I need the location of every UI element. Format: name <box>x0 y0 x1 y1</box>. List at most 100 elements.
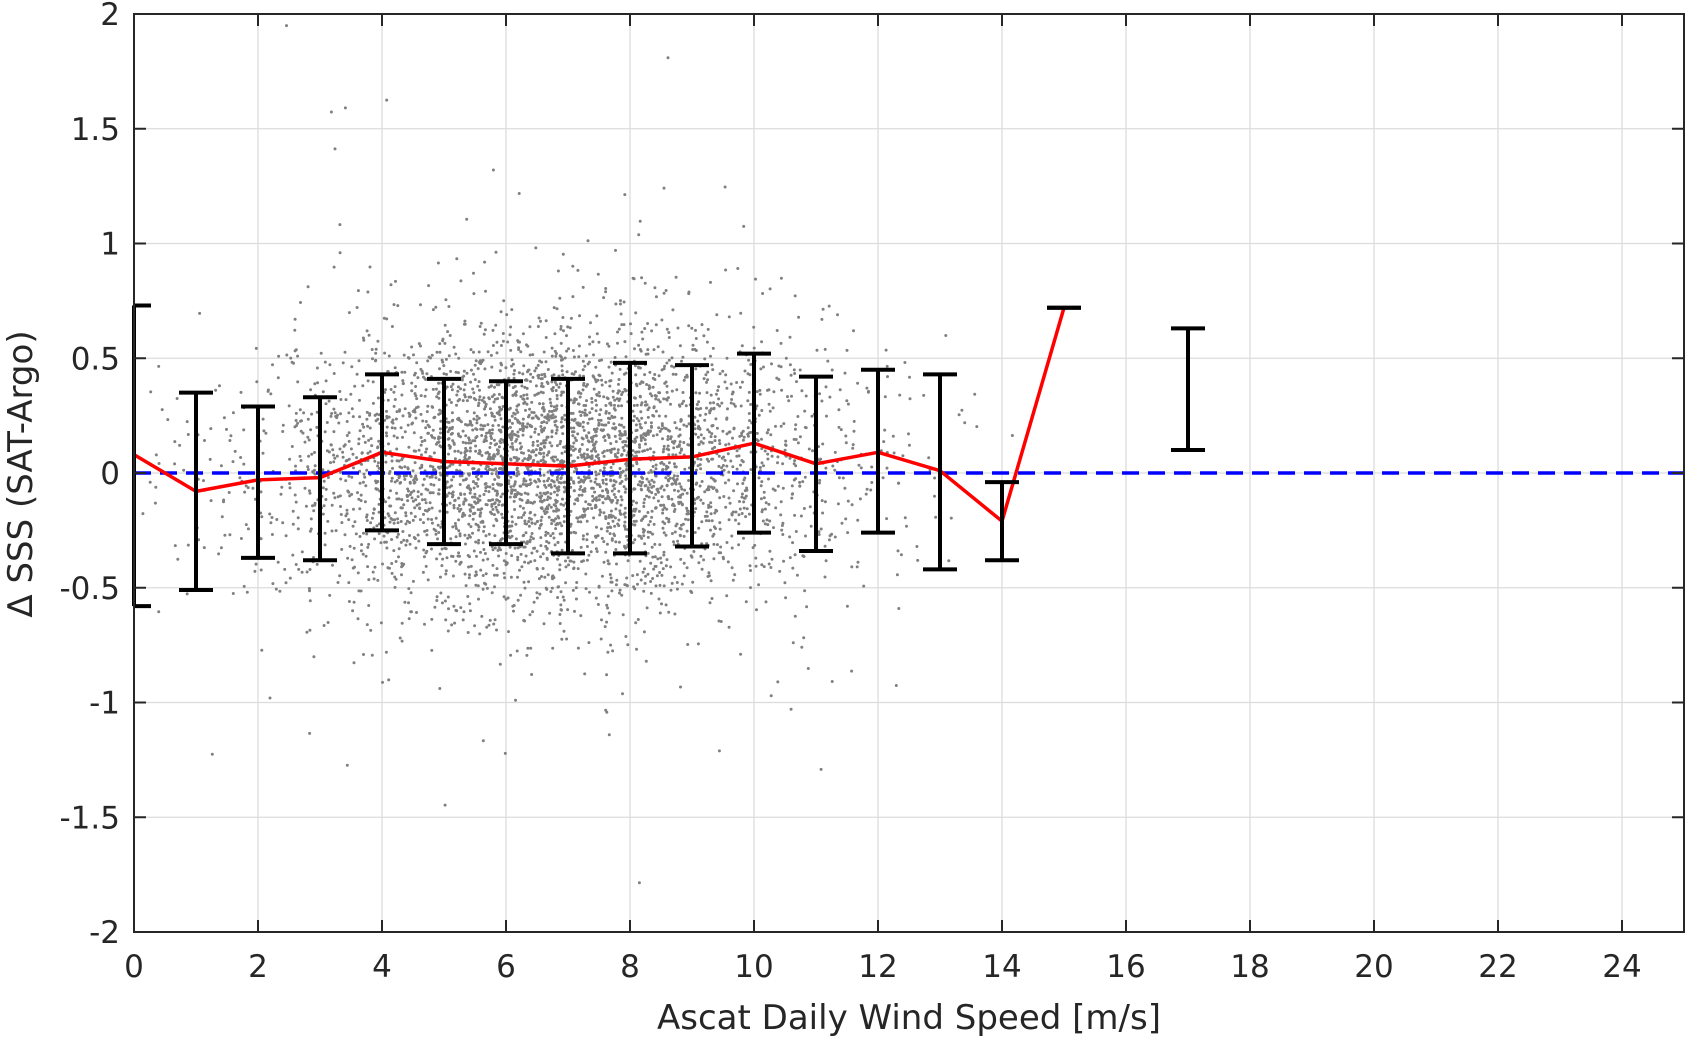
scatter-point <box>429 491 433 495</box>
scatter-point <box>766 457 770 461</box>
x-tick-label: 2 <box>248 949 268 985</box>
scatter-point <box>479 359 483 363</box>
scatter-point <box>675 426 678 430</box>
scatter-point <box>753 543 757 547</box>
scatter-point <box>552 536 556 540</box>
scatter-point <box>377 502 381 506</box>
scatter-point <box>536 460 540 464</box>
scatter-point <box>551 416 555 420</box>
scatter-point <box>245 590 249 594</box>
scatter-point <box>523 457 527 461</box>
scatter-point <box>419 492 423 496</box>
scatter-point <box>456 449 460 453</box>
scatter-point <box>338 494 342 498</box>
scatter-point <box>490 431 494 435</box>
scatter-point <box>654 397 658 401</box>
scatter-point <box>602 540 606 544</box>
scatter-point <box>608 573 612 576</box>
scatter-point <box>406 423 410 427</box>
scatter-point <box>585 545 589 548</box>
scatter-point <box>307 438 311 442</box>
scatter-point <box>607 434 611 438</box>
scatter-point <box>467 436 471 440</box>
scatter-point <box>645 403 649 407</box>
scatter-point <box>511 362 515 366</box>
scatter-point <box>674 453 678 457</box>
scatter-point <box>604 410 608 413</box>
scatter-point <box>718 372 722 376</box>
scatter-point <box>486 557 490 561</box>
scatter-point <box>637 343 641 347</box>
scatter-point <box>390 479 393 483</box>
scatter-point <box>579 392 583 395</box>
scatter-point <box>624 474 628 478</box>
scatter-point <box>716 402 720 406</box>
scatter-point <box>533 522 537 526</box>
scatter-point <box>616 341 619 345</box>
scatter-point <box>803 589 807 593</box>
scatter-point <box>461 511 465 515</box>
scatter-point <box>569 316 573 320</box>
scatter-point <box>509 575 513 579</box>
scatter-point <box>521 506 525 510</box>
scatter-point <box>403 600 407 604</box>
scatter-point <box>422 548 426 552</box>
scatter-point <box>409 474 412 478</box>
scatter-point <box>437 381 441 385</box>
scatter-point <box>538 592 542 596</box>
scatter-point <box>544 360 548 364</box>
scatter-point <box>545 556 549 560</box>
scatter-point <box>338 251 342 255</box>
scatter-point <box>590 417 594 421</box>
scatter-point <box>447 607 450 611</box>
scatter-point <box>885 517 889 521</box>
scatter-point <box>643 438 647 442</box>
scatter-point <box>393 511 397 515</box>
scatter-point <box>413 515 417 519</box>
scatter-point <box>343 443 347 447</box>
scatter-point <box>623 443 627 447</box>
scatter-point <box>520 384 524 388</box>
scatter-point <box>483 367 487 371</box>
scatter-point <box>471 531 474 535</box>
scatter-point <box>324 379 328 383</box>
scatter-point <box>154 453 158 457</box>
scatter-point <box>518 568 521 572</box>
scatter-point <box>589 479 593 483</box>
scatter-point <box>624 468 628 472</box>
scatter-point <box>899 553 903 557</box>
scatter-point <box>733 404 737 408</box>
scatter-point <box>536 363 540 367</box>
scatter-point <box>428 455 432 458</box>
scatter-point <box>644 442 647 446</box>
scatter-point <box>561 252 565 256</box>
scatter-point <box>575 516 579 520</box>
scatter-point <box>384 431 388 435</box>
scatter-point <box>558 568 562 572</box>
scatter-point <box>556 557 559 561</box>
scatter-point <box>684 517 688 521</box>
scatter-point <box>324 487 328 491</box>
scatter-point <box>651 385 655 389</box>
scatter-point <box>362 472 366 476</box>
scatter-point <box>717 397 721 401</box>
scatter-point <box>564 581 568 585</box>
scatter-point <box>856 560 860 564</box>
scatter-point <box>478 449 482 452</box>
scatter-point <box>634 373 638 377</box>
error-bar <box>675 363 709 549</box>
scatter-point <box>433 605 437 609</box>
scatter-point <box>833 468 837 472</box>
scatter-point <box>605 529 609 533</box>
scatter-point <box>633 538 637 542</box>
scatter-point <box>559 590 563 594</box>
scatter-point <box>327 399 331 403</box>
scatter-point <box>472 271 475 275</box>
scatter-point <box>447 443 451 447</box>
scatter-point <box>604 287 608 290</box>
scatter-point <box>491 563 495 567</box>
scatter-point <box>763 507 767 511</box>
scatter-point <box>679 485 683 489</box>
scatter-point <box>408 480 412 484</box>
scatter-point <box>397 409 401 413</box>
